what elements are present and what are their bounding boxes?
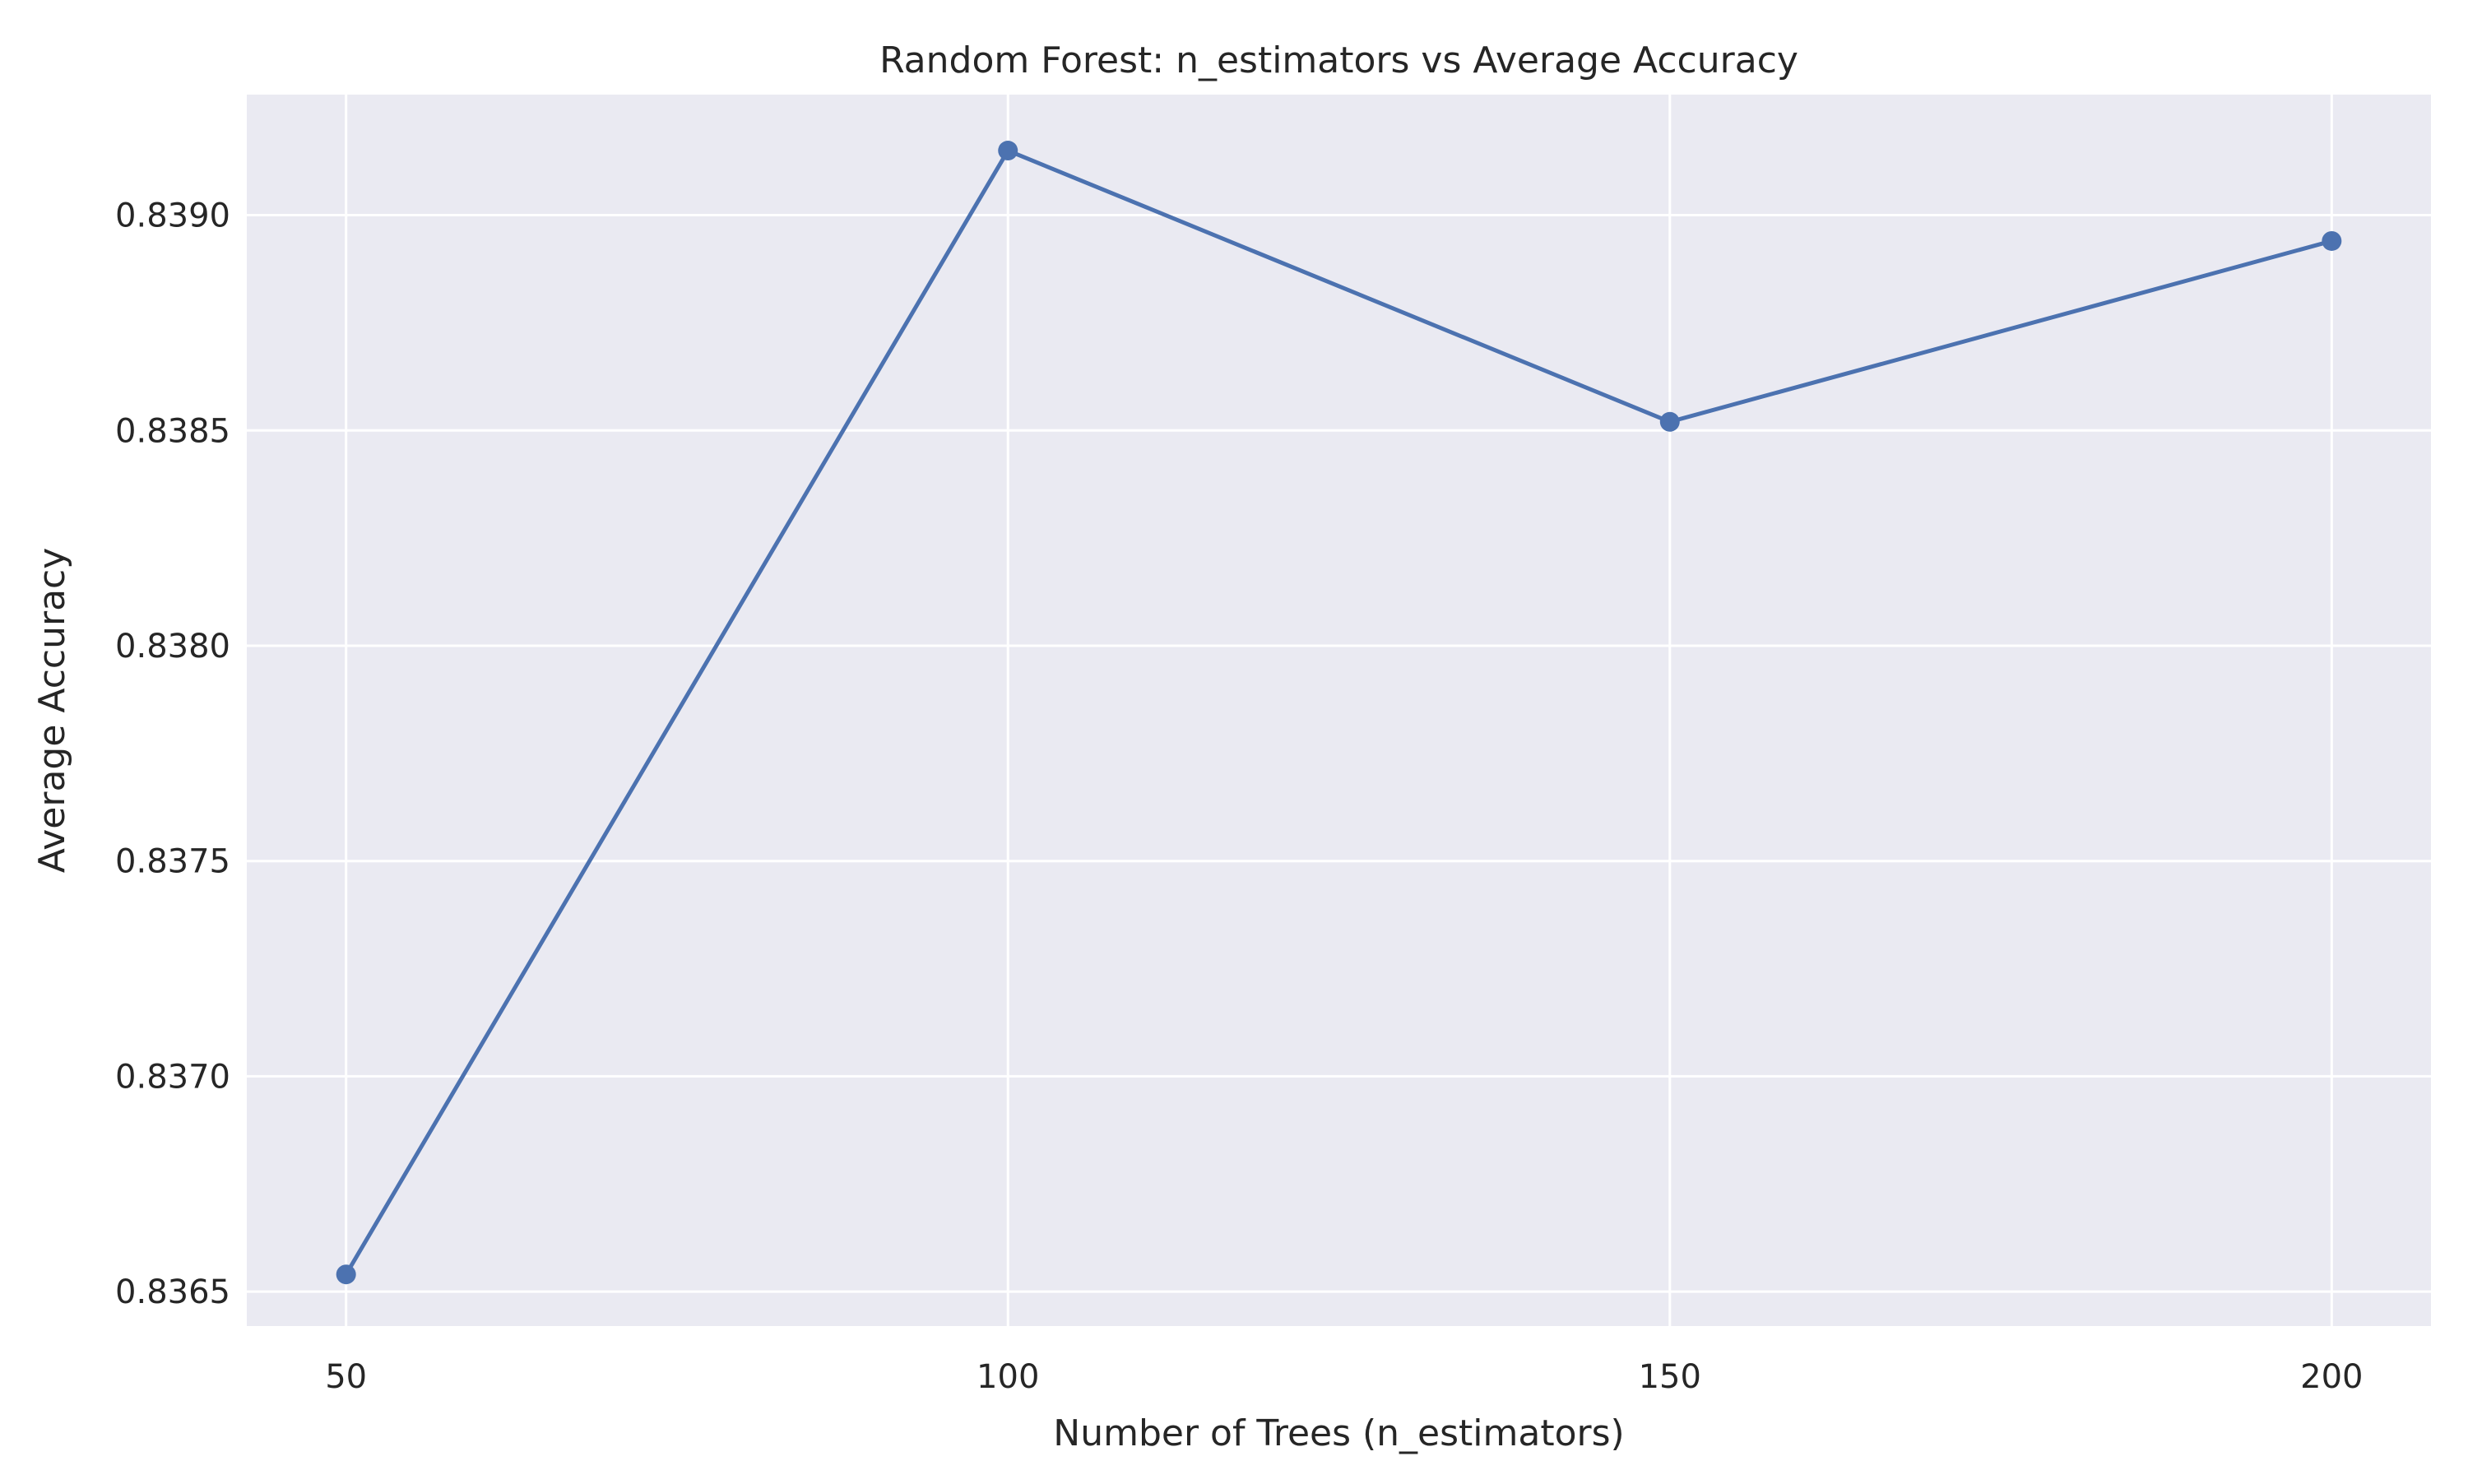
y-tick-label: 0.8380 [115,628,230,665]
y-tick-label: 0.8375 [115,843,230,881]
plot-area [247,95,2431,1326]
y-tick-labels: 0.8365 0.8370 0.8375 0.8380 0.8385 0.8390 [115,197,230,1312]
data-point [336,1264,356,1285]
y-tick-label: 0.8385 [115,412,230,450]
y-axis-label: Average Accuracy [31,548,73,874]
x-tick-label: 150 [1639,1358,1701,1396]
data-point [998,141,1018,161]
series-line [344,148,2334,1277]
x-tick-label: 50 [325,1358,367,1396]
data-point [2322,230,2342,251]
x-axis-label: Number of Trees (n_estimators) [1053,1412,1624,1454]
y-tick-label: 0.8370 [115,1058,230,1096]
series-lines [344,148,2334,1277]
y-tick-label: 0.8365 [115,1273,230,1311]
chart-title: Random Forest: n_estimators vs Average A… [879,39,1798,81]
x-tick-labels: 50 100 150 200 [325,1358,2363,1396]
data-point [1659,411,1680,432]
x-tick-label: 100 [977,1358,1039,1396]
grid-lines [247,95,2431,1326]
y-tick-label: 0.8390 [115,197,230,235]
x-tick-label: 200 [2300,1358,2363,1396]
series-points [336,141,2342,1285]
